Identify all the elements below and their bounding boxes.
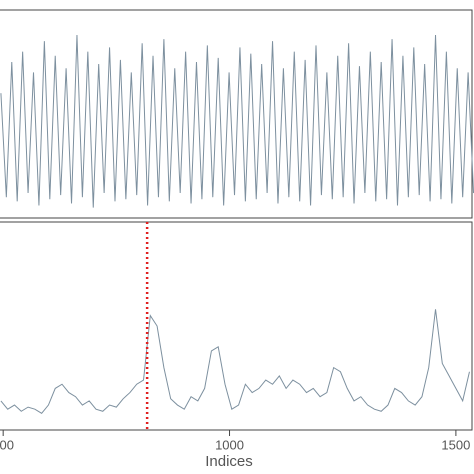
top-panel-frame [0, 9, 473, 219]
x-tick-label: 1500 [441, 437, 470, 452]
bottom-panel-frame [0, 221, 473, 431]
x-axis-label: Indices [205, 453, 253, 470]
series-line [0, 34, 474, 208]
x-tick-label: 1000 [215, 437, 244, 452]
series-line [0, 309, 470, 415]
x-tick-label: 500 [0, 437, 14, 452]
